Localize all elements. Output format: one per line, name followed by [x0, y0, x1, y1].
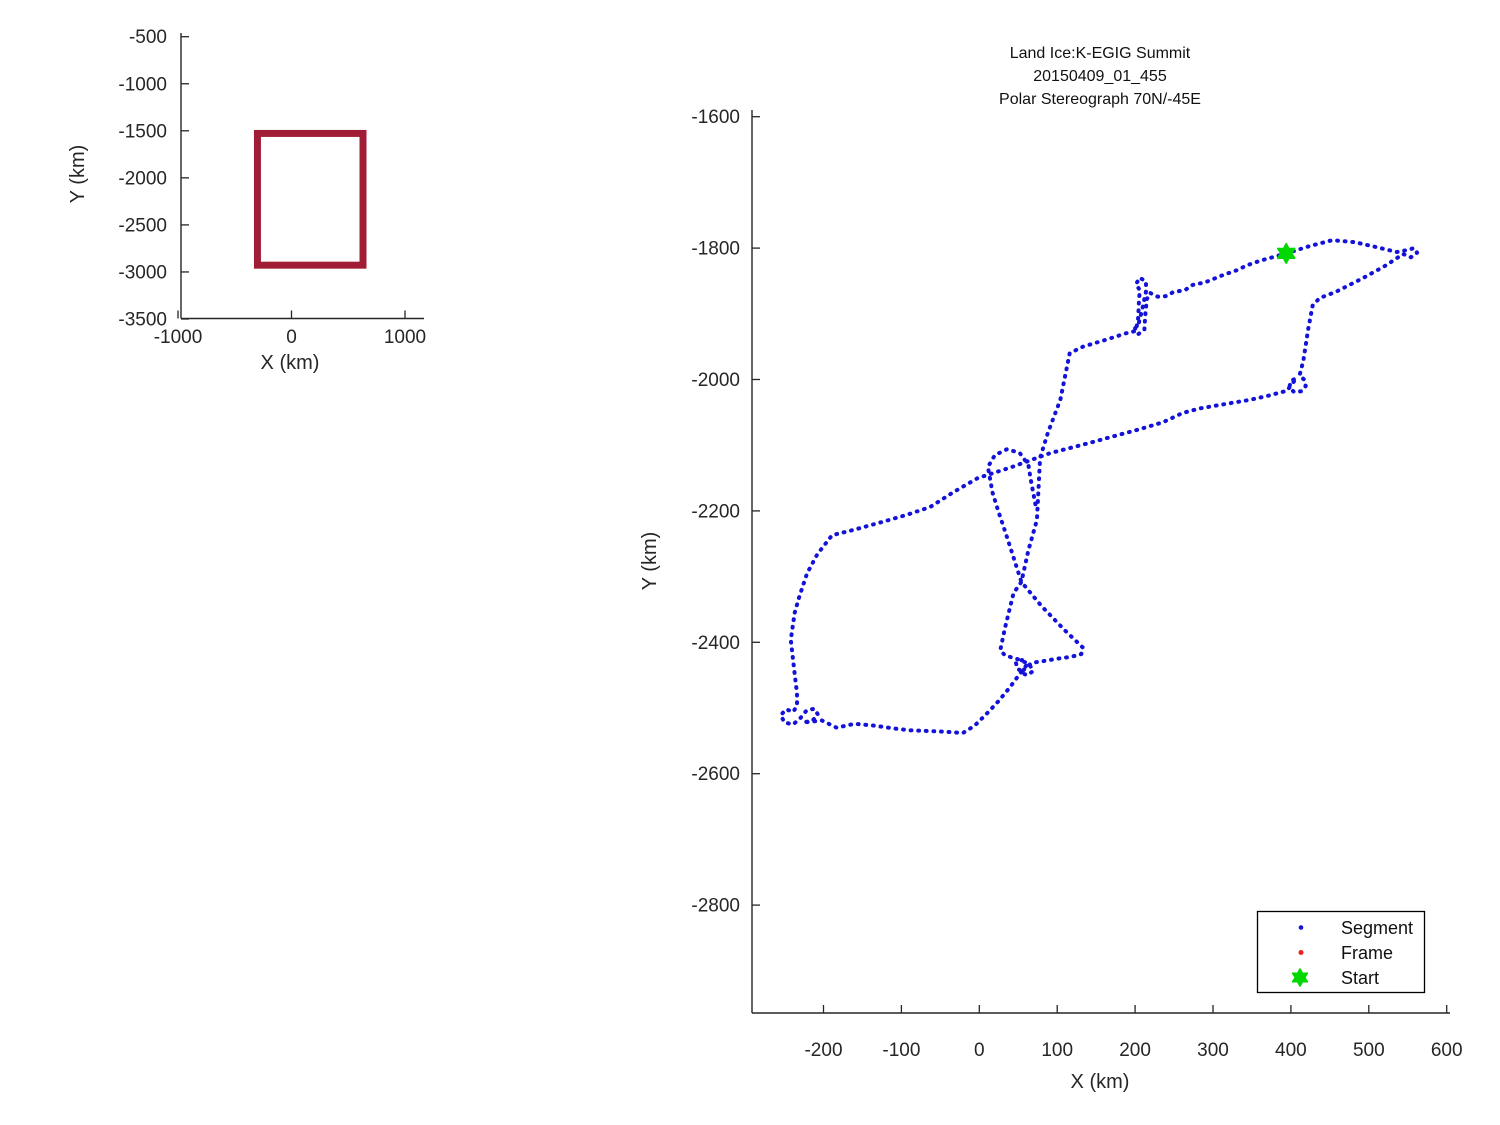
overview-ylabel: Y (km): [67, 145, 89, 204]
legend-segment-dot: [1298, 925, 1304, 930]
x-tick-label: -100: [882, 1040, 920, 1061]
segment-track: [778, 238, 1420, 735]
overview-xlabel: X (km): [261, 352, 320, 374]
y-tick-label: -2200: [691, 501, 740, 522]
overview-plot: -1000 0 1000 -500 -1000 -1500 -2000 -2500 -3000 -…: [118, 27, 426, 348]
y-tick-label: -2000: [691, 370, 740, 391]
x-tick-label: 0: [286, 327, 297, 348]
y-tick-label: -2600: [691, 764, 740, 785]
y-tick-label: -2000: [118, 168, 167, 189]
y-tick-label: -2400: [691, 633, 740, 654]
y-tick-label: -2800: [691, 896, 740, 917]
y-tick-label: -500: [129, 27, 167, 48]
legend-label-frame: Frame: [1341, 943, 1393, 963]
title-line-2: 20150409_01_455: [1033, 68, 1167, 85]
x-tick-label: 1000: [384, 327, 426, 348]
flight-track-xlabel: X (km): [1071, 1071, 1130, 1093]
x-tick-label: 500: [1353, 1040, 1385, 1061]
x-tick-label: 0: [974, 1040, 985, 1061]
legend-box: [1256, 910, 1426, 994]
legend-label-segment: Segment: [1341, 918, 1413, 938]
legend-frame-dot: [1298, 950, 1304, 955]
x-tick-label: 200: [1119, 1040, 1151, 1061]
x-tick-label: 600: [1431, 1040, 1463, 1061]
flight-track-ylabel: Y (km): [639, 532, 661, 591]
flight-track-title: Land Ice:K-EGIG Summit 20150409_01_455 P…: [999, 45, 1201, 108]
y-tick-label: -1000: [118, 74, 167, 95]
start-marker: [1277, 242, 1296, 264]
y-tick-label: -3000: [118, 262, 167, 283]
y-tick-label: -1500: [118, 121, 167, 142]
title-line-3: Polar Stereograph 70N/-45E: [999, 91, 1201, 108]
y-tick-label: -1800: [691, 239, 740, 260]
y-tick-label: -1600: [691, 107, 740, 128]
title-line-1: Land Ice:K-EGIG Summit: [1010, 45, 1191, 62]
flight-track-plot: -200 -100 0 100 200 300 400 500 600 -1600 -1800 -20…: [691, 107, 1462, 1061]
x-tick-label: 300: [1197, 1040, 1229, 1061]
x-tick-label: -1000: [154, 327, 203, 348]
bounds-rectangle: [253, 129, 367, 269]
x-tick-label: 400: [1275, 1040, 1307, 1061]
x-tick-label: -200: [804, 1040, 842, 1061]
y-tick-label: -2500: [118, 215, 167, 236]
legend: Segment Frame Start: [1256, 910, 1426, 994]
legend-markers: [1291, 925, 1309, 987]
y-tick-label: -3500: [118, 310, 167, 331]
legend-label-start: Start: [1341, 968, 1379, 988]
legend-start-hexagram: [1291, 968, 1309, 987]
x-tick-label: 100: [1041, 1040, 1073, 1061]
